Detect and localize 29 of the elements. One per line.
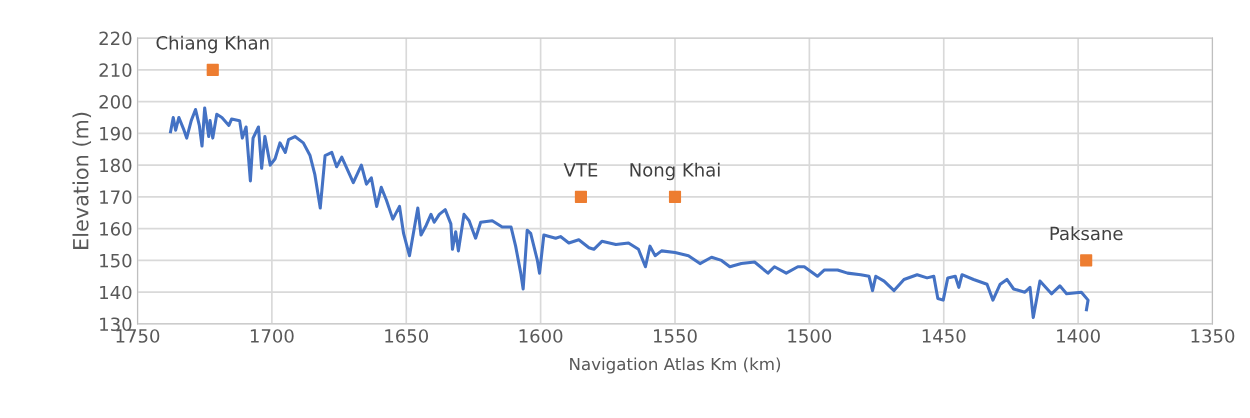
x-tick-label: 1650 [385, 329, 429, 343]
y-tick-label: 220 [99, 31, 132, 46]
x-tick-label: 1400 [1057, 329, 1100, 343]
x-tick-label: 1750 [116, 329, 160, 343]
y-tick-label: 160 [100, 222, 132, 236]
x-tick-label: 1550 [654, 329, 697, 343]
point [1080, 254, 1093, 267]
y-tick-label: 140 [100, 285, 132, 300]
x-tick-label: 1500 [788, 329, 832, 343]
y-tick-label: 200 [99, 95, 132, 109]
annotation: VTE [563, 163, 598, 177]
y-tick-label: 130 [100, 317, 132, 332]
y-tick-label: 210 [99, 63, 132, 77]
y-tick-label: 190 [100, 126, 132, 141]
y-axis-title: Elevation (m) [72, 112, 92, 249]
x-tick-label: 1700 [250, 329, 294, 343]
y-tick-label: 150 [100, 253, 132, 268]
y-tick-label: 170 [100, 190, 132, 204]
annotation: Paksane [1050, 226, 1123, 241]
annotation: Nong Khai [630, 162, 720, 181]
point [668, 190, 682, 203]
y-tick-label: 180 [100, 158, 132, 173]
point [206, 63, 219, 76]
x-tick-label: 1450 [922, 329, 966, 343]
x-tick-label: 1600 [519, 329, 563, 343]
annotation: Chiang Khan [156, 35, 269, 54]
x-axis-title: Navigation Atlas Km (km) [570, 357, 781, 374]
x-tick-label: 1350 [1191, 329, 1235, 343]
point [574, 190, 588, 203]
